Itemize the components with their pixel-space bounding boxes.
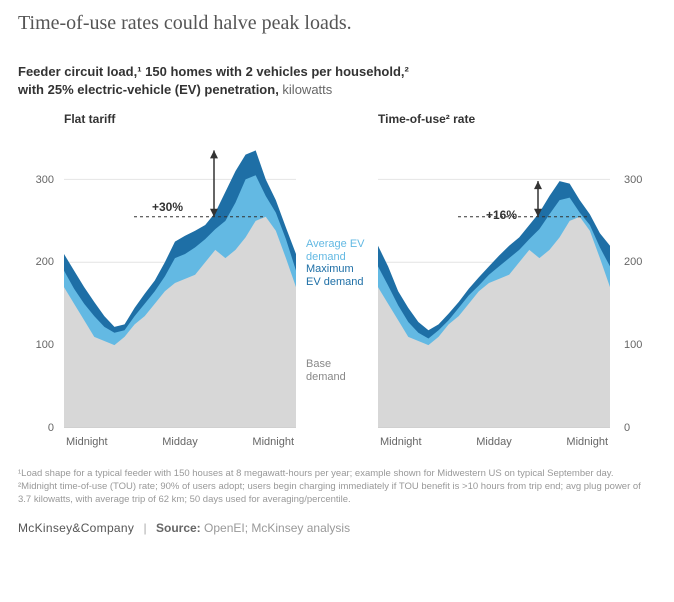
footer: McKinsey&Company | Source: OpenEI; McKin… <box>18 521 656 535</box>
area-chart-right <box>378 138 610 428</box>
x-tick: Midday <box>476 436 511 448</box>
label-maximum-ev: Maximum EV demand <box>306 263 368 289</box>
subtitle-line1: Feeder circuit load,¹ 150 homes with 2 v… <box>18 64 409 79</box>
subtitle-line2: with 25% electric-vehicle (EV) penetrati… <box>18 82 282 97</box>
chart-subtitle: Feeder circuit load,¹ 150 homes with 2 v… <box>18 63 656 98</box>
series-labels: Maximum EV demand Average EV demand Base… <box>306 138 368 428</box>
callout-left: +30% <box>152 200 183 214</box>
brand: McKinsey&Company <box>18 521 134 535</box>
y-tick: 200 <box>18 256 58 268</box>
footnote-2: ²Midnight time-of-use (TOU) rate; 90% of… <box>18 481 656 507</box>
y-tick: 300 <box>620 174 660 186</box>
label-average-ev: Average EV demand <box>306 238 368 264</box>
charts-row: 0100200300 Flat tariff +30% MidnightMidd… <box>18 112 656 448</box>
x-tick: Midnight <box>252 436 294 448</box>
callout-right: +16% <box>486 208 517 222</box>
panel-flat-tariff: Flat tariff +30% Midnight Midday Midnight <box>64 112 296 448</box>
x-axis-right: Midnight Midday Midnight <box>378 436 610 448</box>
x-tick: Midnight <box>566 436 608 448</box>
y-axis-left: 0100200300 <box>18 138 54 448</box>
source-label: Source: <box>156 521 201 535</box>
x-axis-left: Midnight Midday Midnight <box>64 436 296 448</box>
footer-separator: | <box>144 521 147 535</box>
y-axis-right: 0100200300 <box>620 138 656 448</box>
footnotes: ¹Load shape for a typical feeder with 15… <box>18 468 656 506</box>
label-base-demand: Base demand <box>306 358 368 384</box>
x-tick: Midnight <box>66 436 108 448</box>
x-tick: Midnight <box>380 436 422 448</box>
y-tick: 200 <box>620 256 660 268</box>
y-tick: 0 <box>620 422 660 434</box>
y-tick: 0 <box>18 422 58 434</box>
area-chart-left <box>64 138 296 428</box>
panel-tou-rate: Time-of-use² rate +16% MidnightMiddayMid… <box>378 112 610 448</box>
page-title: Time-of-use rates could halve peak loads… <box>18 12 656 35</box>
subtitle-unit: kilowatts <box>282 82 332 97</box>
y-tick: 300 <box>18 174 58 186</box>
panel-title-right: Time-of-use² rate <box>378 112 610 126</box>
y-tick: 100 <box>18 339 58 351</box>
y-tick: 100 <box>620 339 660 351</box>
panel-title-left: Flat tariff <box>64 112 296 126</box>
x-tick: Midday <box>162 436 197 448</box>
source-value: OpenEI; McKinsey analysis <box>204 521 350 535</box>
footnote-1: ¹Load shape for a typical feeder with 15… <box>18 468 656 481</box>
